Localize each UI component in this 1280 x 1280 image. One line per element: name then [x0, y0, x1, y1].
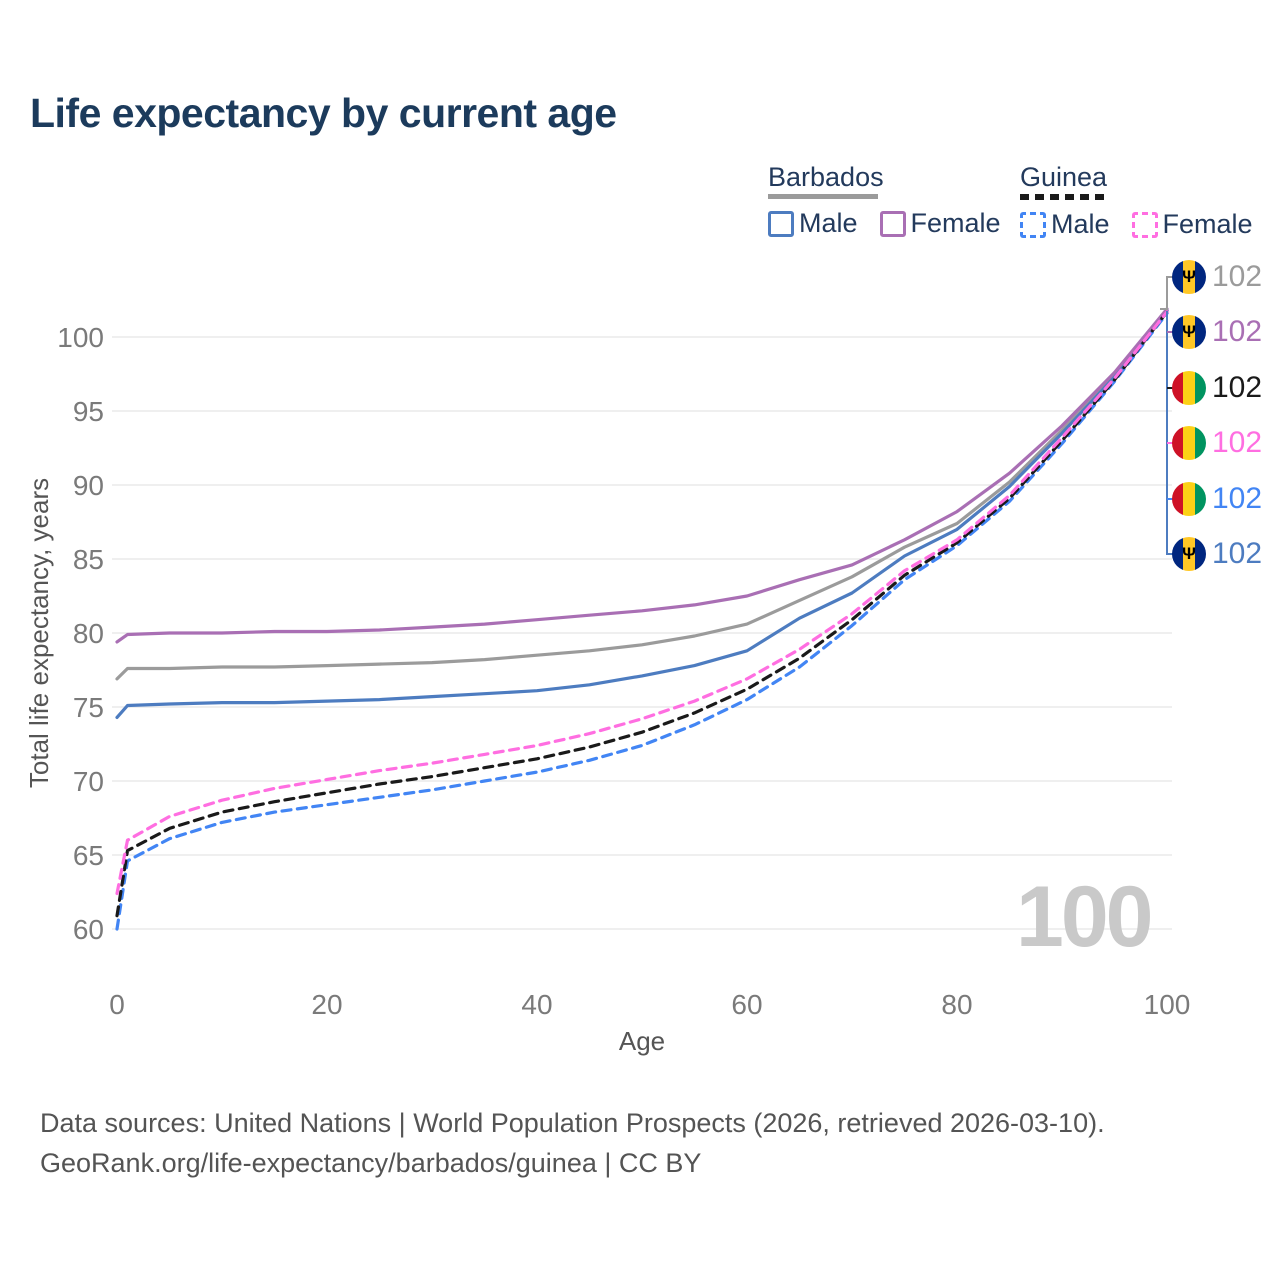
page-title: Life expectancy by current age	[30, 90, 617, 136]
end-value-guinea_female: 102	[1212, 426, 1263, 459]
legend-item-barbados-female[interactable]: Female	[879, 208, 1001, 239]
end-label-guinea_both: 102	[1172, 371, 1262, 405]
end-label-barbados_male: Ψ 102	[1172, 537, 1262, 571]
end-label-barbados_both: Ψ 102	[1172, 260, 1262, 294]
leader-barbados-both	[1160, 276, 1175, 310]
legend-label-barbados-male: Male	[799, 208, 858, 238]
x-tick-label: 60	[731, 989, 762, 1020]
attribution-link-text: GeoRank.org/life-expectancy/barbados/gui…	[40, 1148, 702, 1178]
y-tick-label: 80	[73, 618, 104, 649]
x-axis-title: Age	[619, 1026, 665, 1056]
y-tick-label: 65	[73, 840, 104, 871]
barbados-female-checkbox[interactable]	[879, 210, 906, 237]
legend-group-guinea: Guinea Male Female	[1020, 162, 1253, 240]
guinea-female-checkbox[interactable]	[1131, 211, 1158, 238]
guinea-dashed-line-swatch	[1020, 194, 1106, 200]
series-line-barbados_both[interactable]	[115, 308, 1169, 681]
x-tick-label: 100	[1144, 989, 1191, 1020]
legend-item-barbados-male[interactable]: Male	[768, 208, 858, 239]
y-tick-label: 90	[73, 470, 104, 501]
legend-item-guinea-female[interactable]: Female	[1131, 209, 1253, 240]
x-tick-label: 0	[109, 989, 125, 1020]
legend-label-guinea-male: Male	[1051, 209, 1110, 239]
guinea-flag-icon	[1172, 426, 1206, 460]
barbados-flag-icon: Ψ	[1172, 315, 1206, 349]
end-value-barbados_female: 102	[1212, 315, 1263, 348]
y-tick-label: 70	[73, 766, 104, 797]
barbados-solid-line-swatch	[768, 194, 878, 199]
y-tick-label: 85	[73, 544, 104, 575]
y-tick-label: 95	[73, 396, 104, 427]
end-value-barbados_male: 102	[1212, 537, 1263, 570]
end-value-guinea_male: 102	[1212, 482, 1263, 515]
x-tick-label: 80	[941, 989, 972, 1020]
guinea-flag-icon	[1172, 371, 1206, 405]
legend-country-barbados: Barbados	[768, 162, 884, 192]
x-tick-label: 40	[521, 989, 552, 1020]
y-tick-label: 75	[73, 692, 104, 723]
y-tick-label: 60	[73, 914, 104, 945]
end-label-guinea_male: 102	[1172, 482, 1262, 516]
end-value-guinea_both: 102	[1212, 371, 1263, 404]
series-line-guinea_male[interactable]	[115, 311, 1169, 931]
legend-label-barbados-female: Female	[910, 208, 1001, 238]
barbados-flag-icon: Ψ	[1172, 260, 1206, 294]
data-sources-text: Data sources: United Nations | World Pop…	[40, 1108, 1105, 1138]
y-tick-label: 100	[57, 322, 104, 353]
guinea-flag-icon	[1172, 482, 1206, 516]
guinea-male-checkbox[interactable]	[1020, 211, 1046, 238]
legend-item-guinea-male[interactable]: Male	[1020, 209, 1110, 240]
legend-country-guinea: Guinea	[1020, 162, 1108, 192]
series-line-guinea_female[interactable]	[115, 310, 1169, 896]
end-label-guinea_female: 102	[1172, 426, 1262, 460]
series-line-guinea_both[interactable]	[115, 310, 1169, 918]
y-axis-title: Total life expectancy, years	[24, 478, 54, 788]
end-label-barbados_female: Ψ 102	[1172, 315, 1262, 349]
legend-label-guinea-female: Female	[1162, 209, 1253, 239]
x-tick-label: 20	[311, 989, 342, 1020]
series-line-barbados_male[interactable]	[115, 308, 1169, 719]
barbados-flag-icon: Ψ	[1172, 537, 1206, 571]
end-value-barbados_both: 102	[1212, 260, 1263, 293]
legend-group-barbados: Barbados Male Female	[768, 162, 1001, 239]
series-line-barbados_female[interactable]	[115, 307, 1169, 644]
barbados-male-checkbox[interactable]	[768, 210, 794, 237]
